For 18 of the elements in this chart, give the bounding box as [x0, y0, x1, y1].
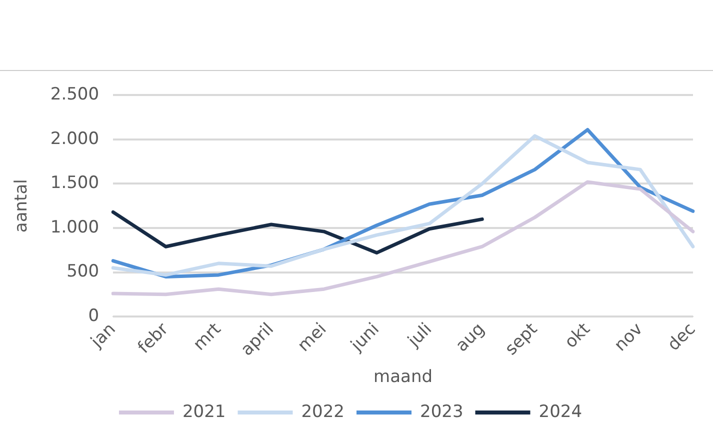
legend-label: 2023 — [420, 402, 464, 422]
y-axis-title: aantal — [12, 179, 32, 233]
y-tick-label: 1.500 — [50, 173, 100, 194]
x-tick-label: juli — [404, 319, 436, 352]
x-tick-label: aug — [452, 319, 489, 356]
legend-label: 2022 — [301, 402, 344, 422]
x-tick-label: okt — [561, 319, 594, 352]
y-tick-label: 0 — [88, 306, 100, 326]
legend-label: 2024 — [538, 402, 582, 422]
y-tick-label: 2.500 — [50, 84, 100, 105]
y-tick-label: 500 — [66, 262, 100, 282]
x-tick-label: mrt — [190, 319, 226, 355]
x-tick-label: nov — [610, 319, 647, 356]
legend-label: 2021 — [182, 402, 226, 422]
y-tick-label: 1.000 — [50, 217, 100, 238]
x-axis-title: maand — [374, 367, 433, 388]
x-tick-label: dec — [664, 319, 700, 356]
y-tick-label: 2.000 — [50, 128, 100, 149]
